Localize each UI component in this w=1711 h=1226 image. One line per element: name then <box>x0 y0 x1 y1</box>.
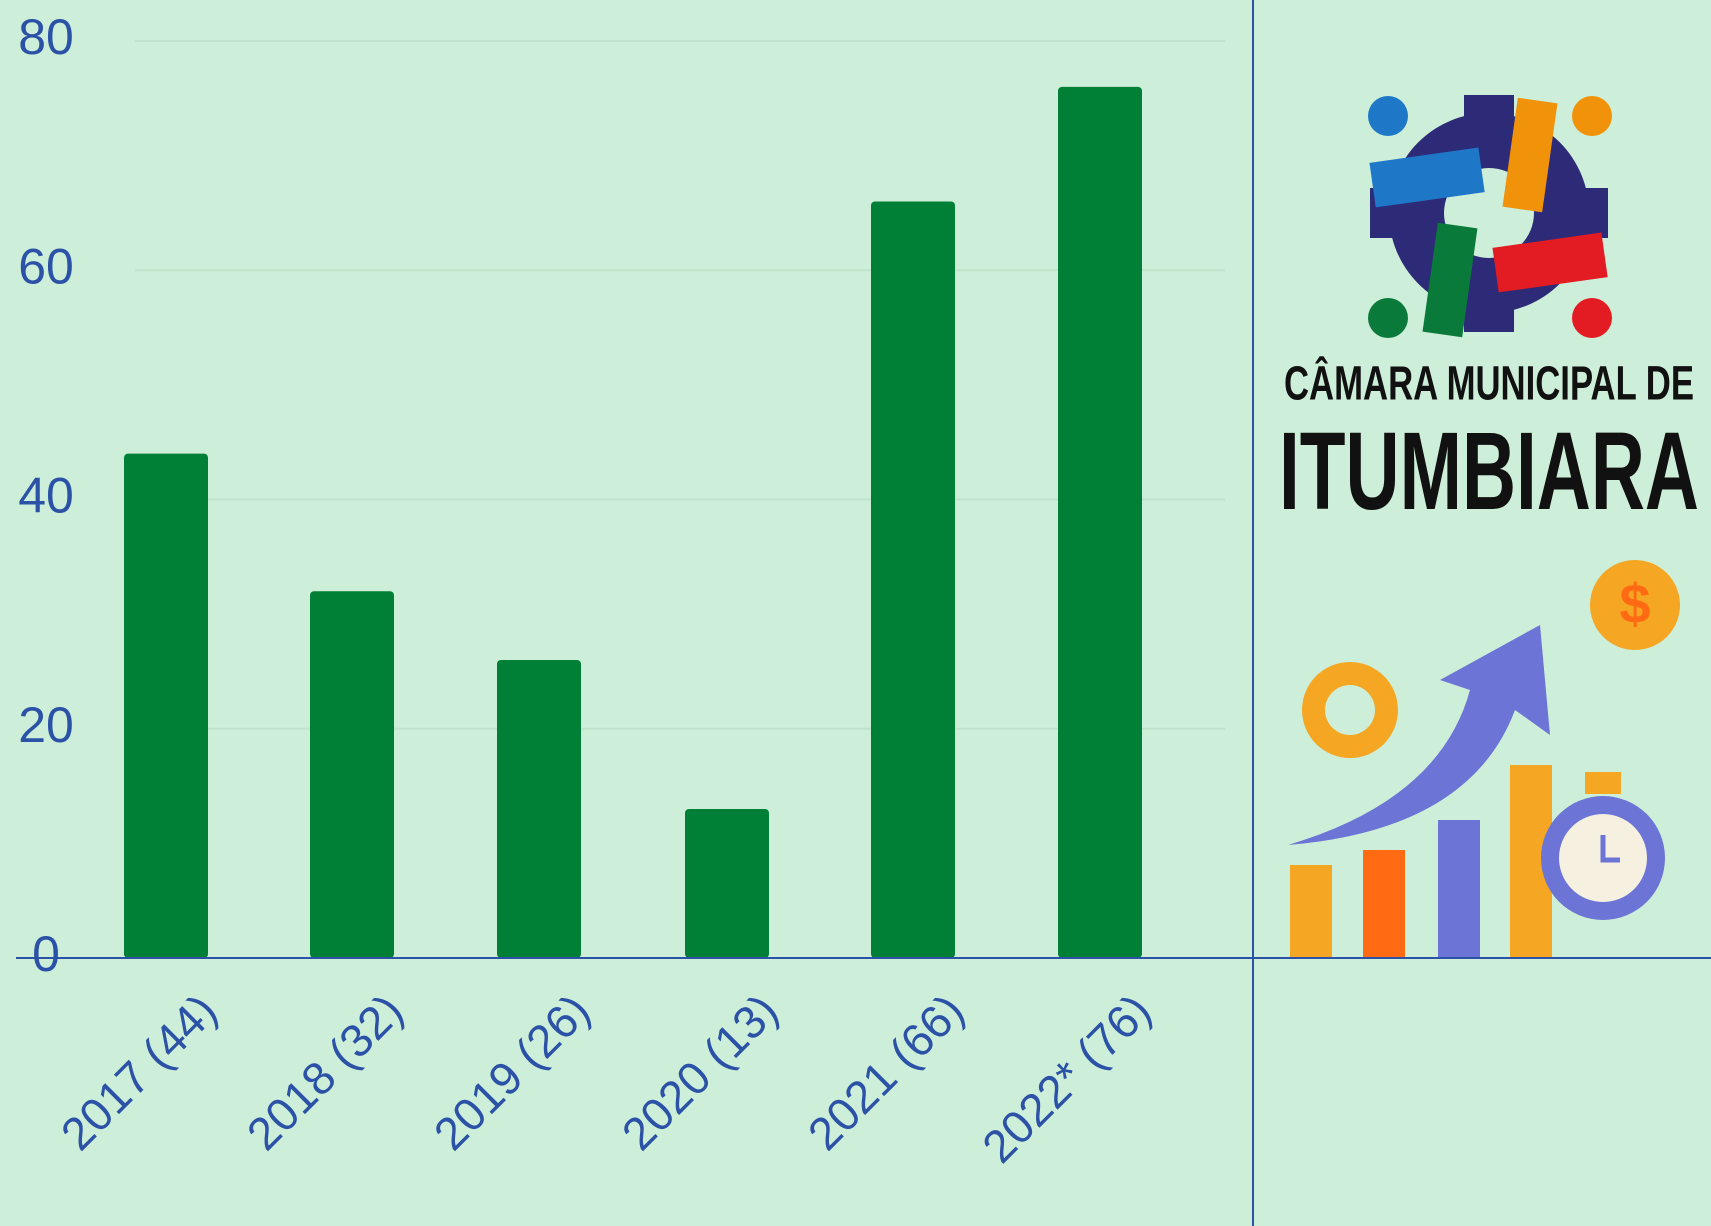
svg-text:$: $ <box>1619 572 1650 635</box>
logo-dot <box>1368 96 1408 136</box>
logo-line2: ITUMBIARA <box>1279 410 1699 533</box>
page: {"chart_data": {"type": "bar", "categori… <box>0 0 1711 1226</box>
bar <box>871 201 955 958</box>
bar <box>124 454 208 958</box>
bar <box>685 809 769 958</box>
y-tick-label: 60 <box>18 238 74 294</box>
y-tick-label: 40 <box>18 468 74 524</box>
logo-dot <box>1572 298 1612 338</box>
chart: 0204060802017 (44)2018 (32)2019 (26)2020… <box>0 0 1711 1226</box>
bar <box>497 660 581 958</box>
bar <box>310 591 394 958</box>
logo-dot <box>1368 298 1408 338</box>
y-tick-label: 80 <box>18 9 74 65</box>
bar <box>1058 87 1142 958</box>
y-tick-label: 20 <box>18 697 74 753</box>
logo-line1: CÂMARA MUNICIPAL DE <box>1284 356 1694 411</box>
y-tick-label: 0 <box>32 926 60 982</box>
logo-dot <box>1572 96 1612 136</box>
